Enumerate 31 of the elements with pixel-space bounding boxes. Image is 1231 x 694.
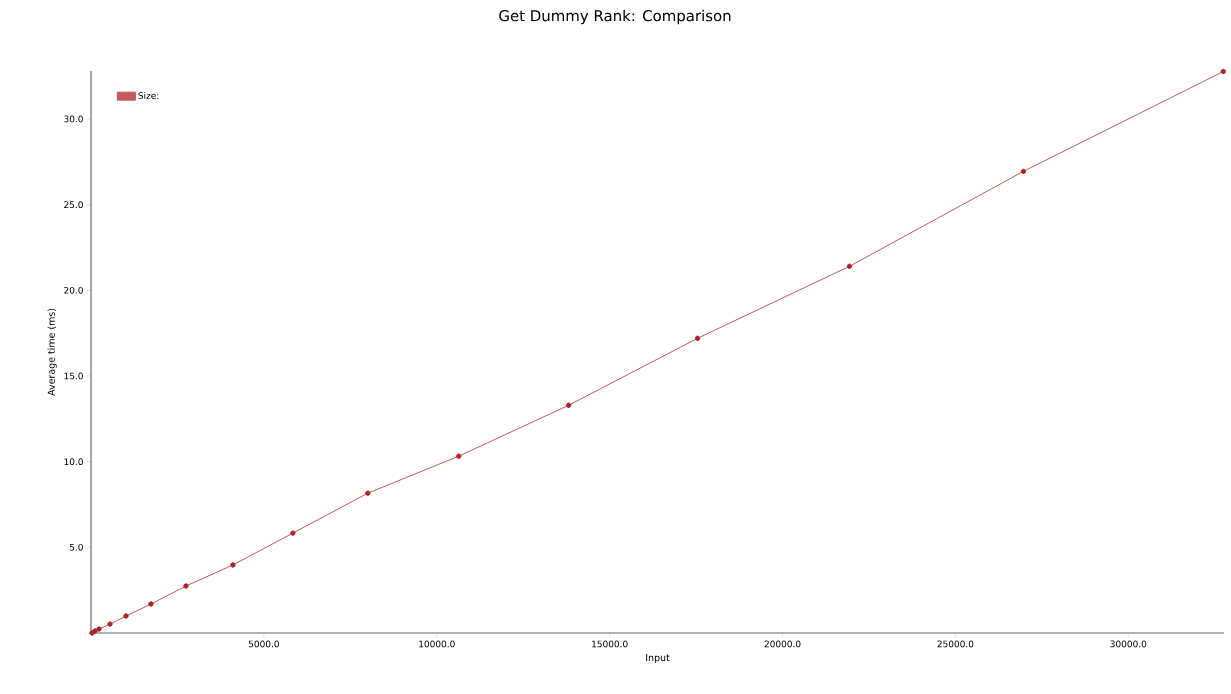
point <box>92 628 98 634</box>
chart-title: Get Dummy Rank: Comparison <box>499 9 731 25</box>
point <box>123 613 129 619</box>
point <box>456 453 462 459</box>
x-tick-label: 15000.0 <box>592 640 628 648</box>
y-tick-label: 25.0 <box>64 201 83 209</box>
point <box>1020 168 1027 175</box>
point <box>565 402 572 408</box>
legend-label: Size: <box>138 92 159 99</box>
x-tick-label: 20000.0 <box>764 640 801 648</box>
y-tick-label: 20.0 <box>64 286 83 294</box>
y-tick-label: 5.0 <box>69 543 83 551</box>
point <box>96 626 102 632</box>
point <box>694 335 701 341</box>
point <box>148 601 154 607</box>
y-tick-label: 30.0 <box>64 115 83 123</box>
x-tick-label: 5000.0 <box>248 640 279 648</box>
y-axis-title: Average time (ms) <box>47 308 57 396</box>
x-tick-label: 25000.0 <box>937 640 974 648</box>
point <box>230 562 236 568</box>
point <box>846 263 853 270</box>
x-tick-label: 10000.0 <box>419 640 455 648</box>
x-tick-label: 30000.0 <box>1110 640 1147 648</box>
point <box>365 490 371 496</box>
y-tick-label: 10.0 <box>64 458 83 466</box>
y-tick-label: 15.0 <box>64 372 83 380</box>
point <box>183 583 189 589</box>
point <box>290 530 296 536</box>
point <box>1220 68 1226 75</box>
point <box>107 621 113 627</box>
x-axis-title: Input <box>646 654 670 663</box>
